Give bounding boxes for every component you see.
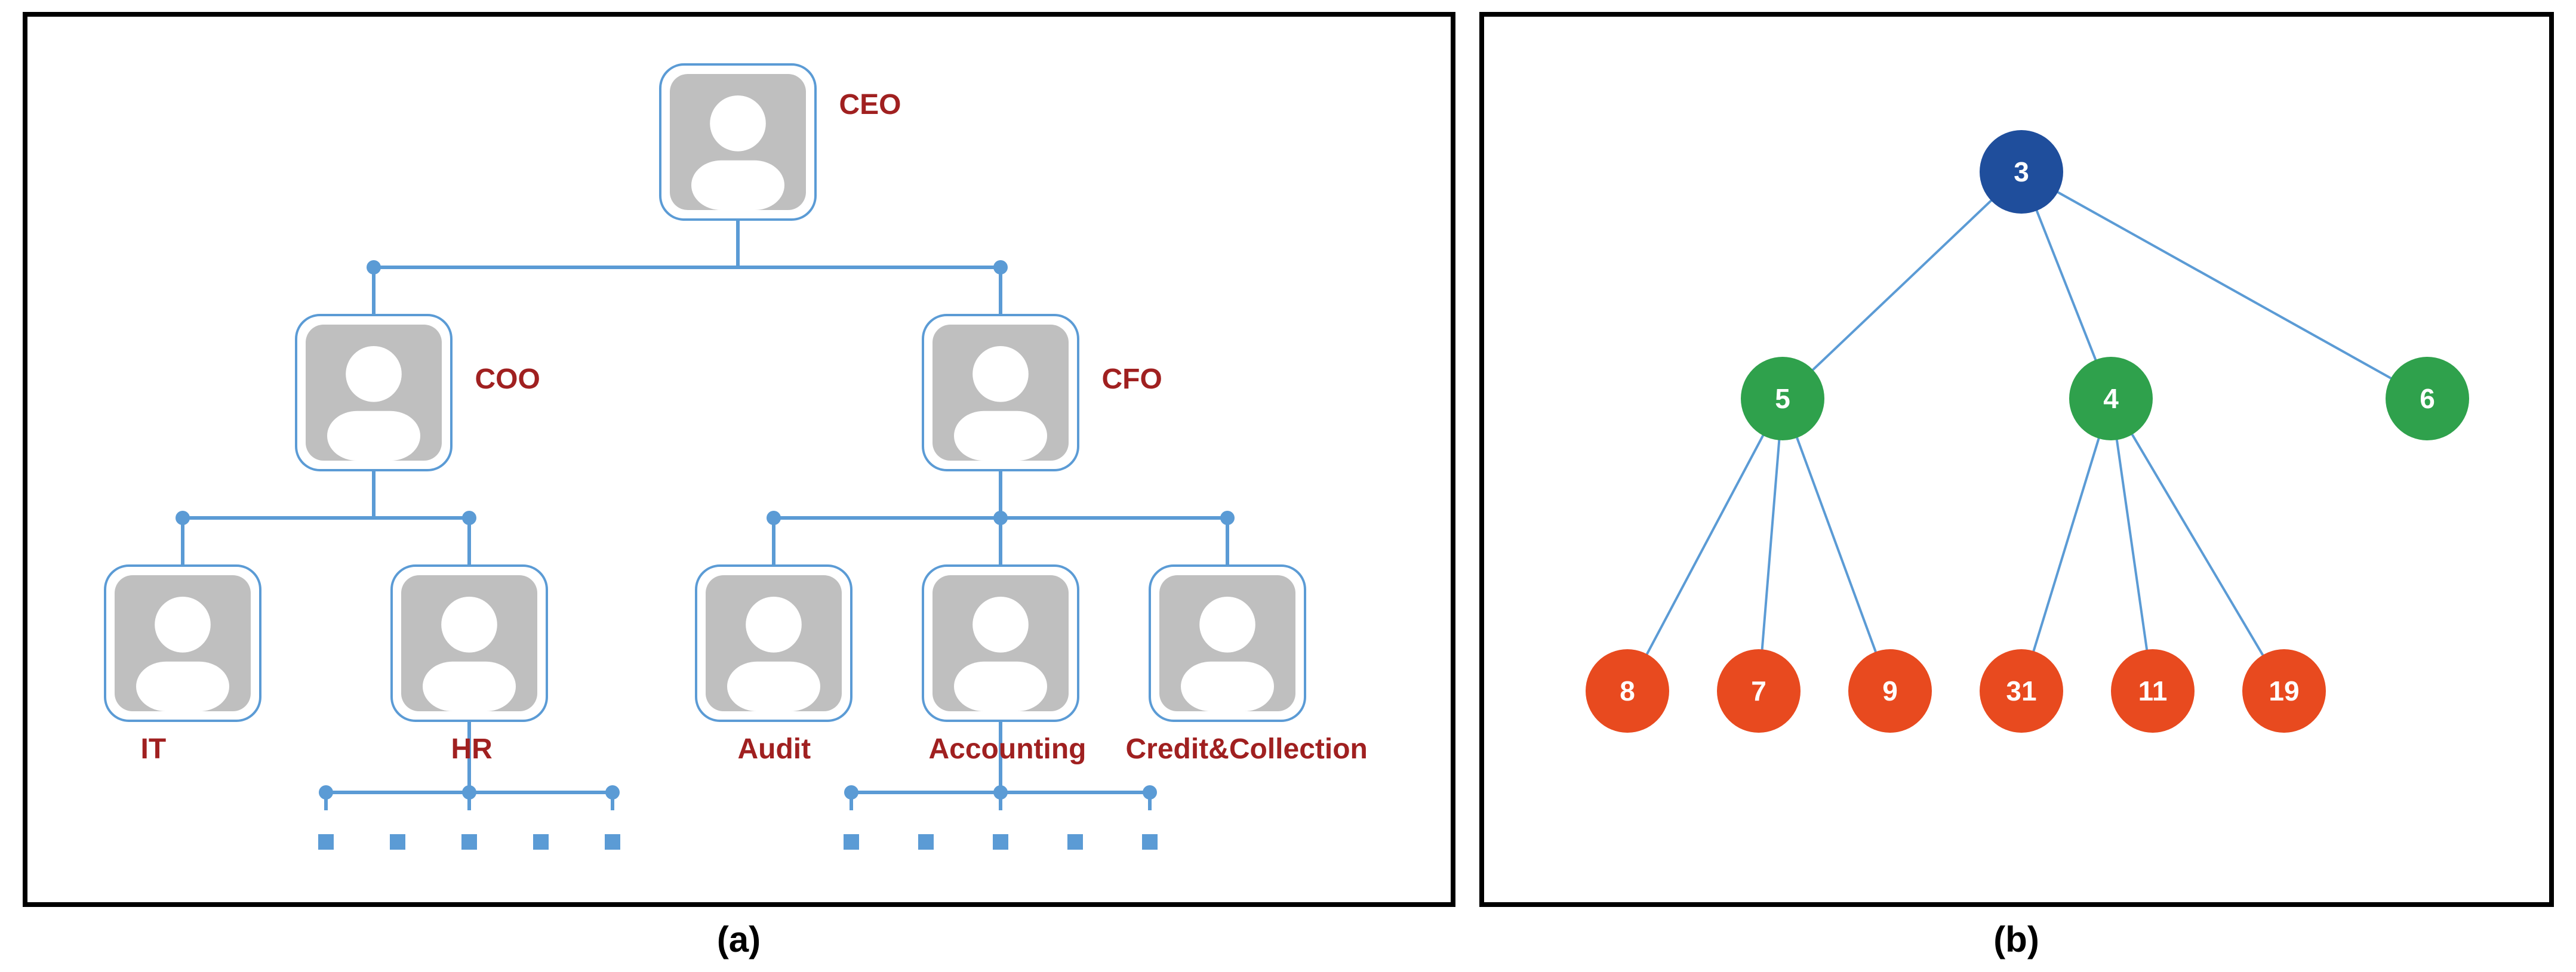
panel-b-col: 3 5 4 6 8 7 9 31 11 19 (b)	[1479, 12, 2554, 960]
org-node-it	[105, 566, 260, 721]
org-label-coo: COO	[475, 363, 540, 396]
panels-row: CEO COO CFO IT HR Audit Accounting Credit&Colle…	[12, 12, 2564, 960]
tree-node-n31: 31	[1980, 649, 2063, 733]
tree-node-n8: 8	[1586, 649, 1669, 733]
org-node-acct	[923, 566, 1078, 721]
tree-node-n6: 6	[2386, 357, 2469, 440]
tree-node-n9: 9	[1848, 649, 1932, 733]
tree-node-n11: 11	[2111, 649, 2195, 733]
org-label-audit: Audit	[738, 733, 811, 766]
panel-b-svg: 3 5 4 6 8 7 9 31 11 19	[1484, 17, 2549, 902]
svg-text:19: 19	[2269, 675, 2299, 706]
tree-node-n3: 3	[1980, 130, 2063, 214]
org-label-cc: Credit&Collection	[1126, 733, 1368, 766]
org-label-acct: Accounting	[929, 733, 1087, 766]
org-node-coo	[296, 315, 451, 470]
org-label-cfo: CFO	[1102, 363, 1162, 396]
caption-b: (b)	[1479, 919, 2554, 960]
panel-a-col: CEO COO CFO IT HR Audit Accounting Credit&Colle…	[23, 12, 1455, 960]
org-node-audit	[696, 566, 851, 721]
svg-text:11: 11	[2138, 675, 2167, 706]
svg-text:3: 3	[2014, 156, 2029, 187]
org-label-it: IT	[141, 733, 167, 766]
panel-a-svg	[27, 17, 1451, 902]
org-label-hr: HR	[451, 733, 493, 766]
svg-text:31: 31	[2006, 675, 2036, 706]
org-node-cfo	[923, 315, 1078, 470]
panel-a: CEO COO CFO IT HR Audit Accounting Credit&Colle…	[23, 12, 1455, 907]
tree-node-n19: 19	[2242, 649, 2326, 733]
tree-node-n5: 5	[1741, 357, 1824, 440]
svg-text:5: 5	[1775, 383, 1790, 414]
tree-node-n7: 7	[1717, 649, 1801, 733]
tree-node-n4: 4	[2069, 357, 2153, 440]
org-node-hr	[392, 566, 547, 721]
org-label-ceo: CEO	[839, 88, 901, 121]
svg-text:9: 9	[1882, 675, 1898, 706]
svg-text:4: 4	[2103, 383, 2119, 414]
svg-text:6: 6	[2420, 383, 2435, 414]
caption-a: (a)	[23, 919, 1455, 960]
figure-wrap: CEO COO CFO IT HR Audit Accounting Credit&Colle…	[0, 0, 2576, 972]
org-node-ceo	[660, 64, 815, 220]
org-node-cc	[1150, 566, 1305, 721]
svg-text:7: 7	[1751, 675, 1766, 706]
panel-b: 3 5 4 6 8 7 9 31 11 19	[1479, 12, 2554, 907]
svg-text:8: 8	[1620, 675, 1635, 706]
